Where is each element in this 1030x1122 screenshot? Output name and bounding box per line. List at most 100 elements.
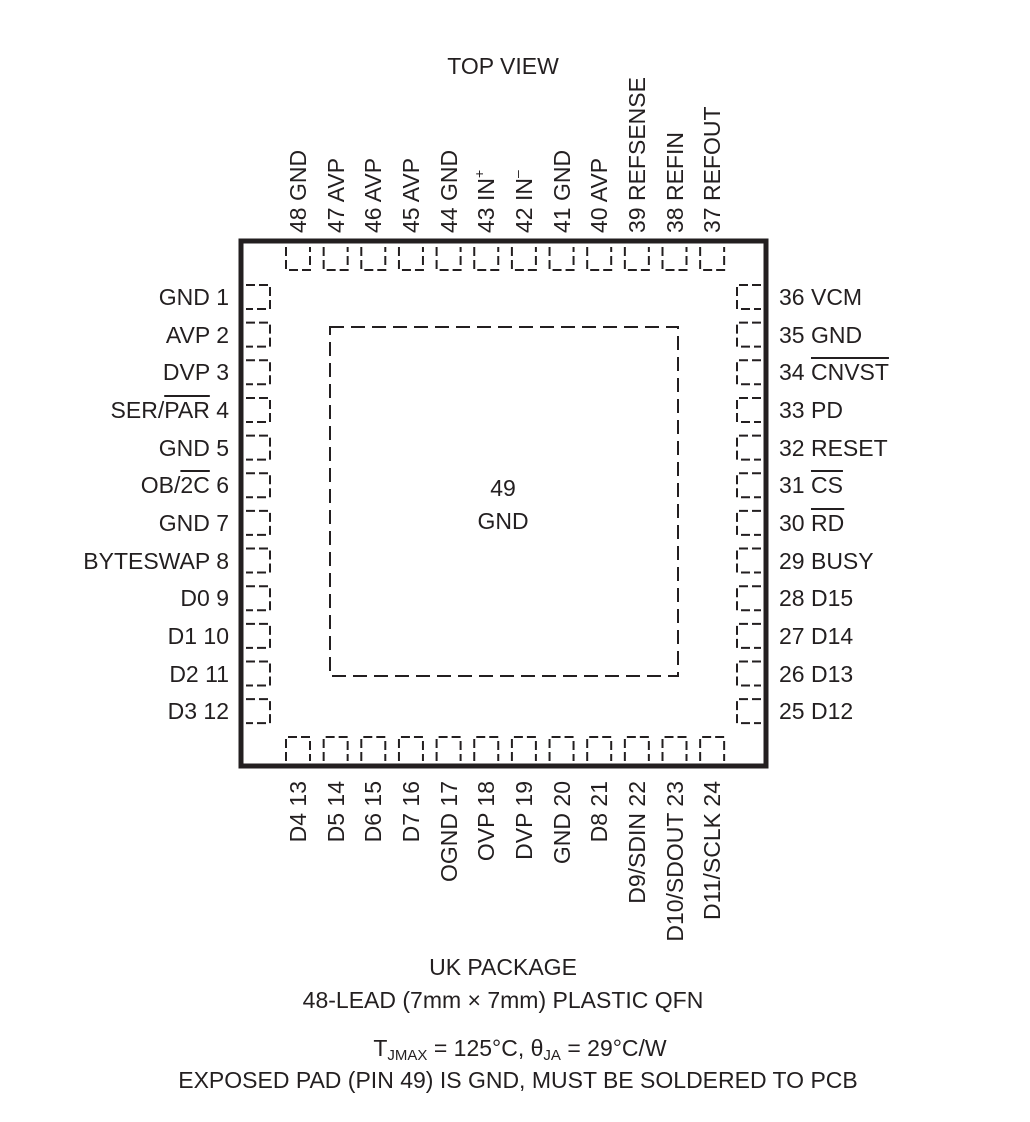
pin-pad (736, 585, 761, 612)
pin-name-overbar: 2C (180, 472, 210, 499)
pin-number: 20 (548, 781, 575, 807)
pin-pad (736, 434, 761, 461)
pin-label-9: D0 9 (180, 586, 229, 610)
pin-pad (736, 321, 761, 348)
pin-pad (397, 736, 424, 761)
pin-text: D12 (804, 698, 854, 725)
pin-text: AVP (322, 157, 349, 208)
pin-text: D10/SDOUT (661, 806, 688, 942)
pin-text: OB/ (140, 472, 181, 499)
pin-text: D0 (180, 585, 217, 612)
pin-text: BYTESWAP (83, 547, 217, 574)
pin-label-33: 33 PD (779, 398, 843, 422)
pin-label-34: 34 CNVST (779, 360, 889, 384)
pin-label-21: D8 21 (586, 781, 613, 843)
pin-pad (246, 284, 271, 310)
pin-pad (246, 509, 271, 536)
pin-label-36: 36 VCM (779, 285, 862, 309)
pin-text: D4 (285, 806, 311, 843)
pin-pad (548, 247, 575, 271)
pin-number: 3 (216, 359, 229, 386)
exposed-pad-name: GND (477, 508, 529, 534)
pin-text: D14 (804, 622, 854, 649)
pin-label-11: D2 11 (169, 662, 229, 686)
pin-pad (736, 509, 761, 536)
package-name: UK PACKAGE (429, 954, 577, 980)
pin-name-overbar: CS (810, 472, 843, 499)
pin-text: DVP (162, 359, 217, 386)
pin-pad (246, 359, 271, 386)
pin-label-5: GND 5 (159, 436, 229, 460)
pin-text: IN (473, 178, 500, 208)
pin-name-superscript: + (471, 169, 488, 179)
pin-label-4: SER/PAR 4 (111, 398, 229, 422)
pin-number: 22 (623, 781, 650, 807)
pin-label-30: 30 RD (779, 511, 844, 535)
pin-number: 47 (322, 207, 349, 233)
pin-label-47: 47 AVP (322, 157, 349, 233)
pin-number: 37 (699, 207, 726, 233)
pin-text: OGND (435, 806, 462, 882)
pin-number: 39 (623, 207, 650, 233)
pin-pad (246, 434, 271, 461)
pin-number: 27 (779, 622, 805, 649)
pin-label-12: D3 12 (168, 699, 229, 723)
pin-label-14: D5 14 (323, 781, 349, 842)
pin-number: 5 (216, 434, 229, 461)
pin-text: GND (158, 284, 217, 310)
pin-text: IN (510, 178, 537, 208)
pin-label-13: D4 13 (285, 781, 311, 843)
pin-number: 26 (779, 660, 805, 687)
pin-label-15: D6 15 (360, 781, 387, 842)
package-body (238, 238, 769, 769)
pin-pad (736, 284, 761, 310)
pin-pad (736, 359, 761, 386)
pin-pad (736, 622, 761, 649)
pin-text: D2 (169, 660, 206, 687)
pin-label-10: D1 10 (168, 624, 229, 648)
pin-label-38: 38 REFIN (661, 132, 688, 233)
pin-pad (548, 736, 575, 761)
pin-number: 40 (586, 207, 613, 233)
pin-text: AVP (397, 157, 424, 208)
pin-number: 28 (779, 585, 805, 612)
pin-label-24: D11/SCLK 24 (699, 781, 726, 920)
pin-number: 15 (360, 781, 387, 807)
pin-label-6: OB/2C 6 (141, 473, 229, 497)
pin-label-40: 40 AVP (586, 158, 613, 233)
pin-text: DVP (510, 806, 537, 860)
pin-number: 31 (779, 472, 805, 499)
pin-number: 10 (203, 622, 229, 649)
pin-pad (473, 247, 500, 271)
pin-pad (322, 736, 349, 761)
tjmax-value: = 125°C, (427, 1035, 531, 1061)
pin-text: D3 (167, 698, 204, 725)
pin-label-35: 35 GND (779, 323, 862, 347)
pin-pad (360, 736, 387, 761)
pin-pad (586, 736, 613, 761)
pin-label-20: GND 20 (548, 781, 575, 864)
pin-number: 32 (779, 434, 805, 461)
pin-label-45: 45 AVP (397, 157, 424, 233)
pin-pad (246, 660, 271, 687)
pin-number: 23 (661, 781, 688, 807)
pin-number: 48 (285, 207, 311, 233)
exposed-pad-note: EXPOSED PAD (PIN 49) IS GND, MUST BE SOL… (178, 1067, 858, 1093)
pin-text: GND (158, 509, 217, 536)
pin-label-26: 26 D13 (779, 662, 853, 686)
pin-name-overbar: CNVST (810, 359, 889, 386)
pin-text: REFIN (661, 132, 688, 208)
pin-label-27: 27 D14 (779, 624, 853, 648)
pin-number: 12 (203, 698, 229, 725)
pin-label-3: DVP 3 (163, 360, 229, 384)
tjmax-subscript: JMAX (387, 1047, 428, 1064)
pin-number: 18 (473, 781, 500, 807)
pin-text: D8 (586, 806, 613, 843)
package-description: 48-LEAD (7mm × 7mm) PLASTIC QFN (302, 987, 704, 1013)
pin-pad (246, 472, 271, 499)
pin-number: 24 (699, 781, 726, 807)
pin-number: 38 (661, 207, 688, 233)
pin-pad (623, 247, 650, 271)
pin-label-28: 28 D15 (779, 586, 853, 610)
pin-number: 4 (216, 396, 229, 423)
